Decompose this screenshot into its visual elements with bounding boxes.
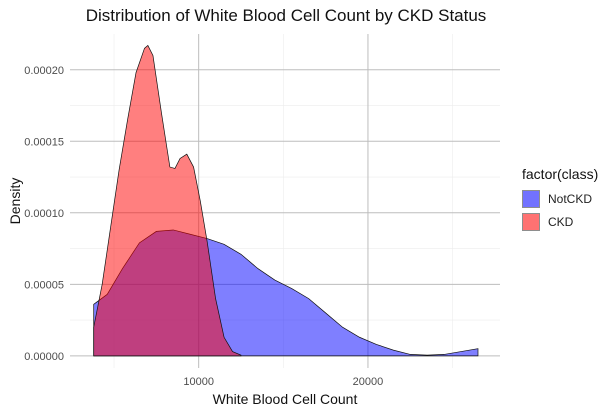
y-tick-label: 0.00020 xyxy=(24,65,64,77)
density-areas xyxy=(93,44,479,357)
legend-item-notckd: NotCKD xyxy=(522,188,612,210)
legend-item-ckd: CKD xyxy=(522,211,612,233)
density-area-ckd xyxy=(93,44,242,357)
tick-labels: 0.00000 0.00005 0.00010 0.00015 0.00020 10000… xyxy=(24,65,383,388)
y-tick-label: 0.00000 xyxy=(24,351,64,363)
legend-swatch-notckd xyxy=(522,190,540,208)
y-tick-label: 0.00005 xyxy=(24,279,64,291)
chart-title: Distribution of White Blood Cell Count b… xyxy=(85,6,487,25)
x-tick-label: 20000 xyxy=(353,376,384,388)
x-tick-label: 10000 xyxy=(183,376,214,388)
legend-label-ckd: CKD xyxy=(548,215,574,229)
legend-title: factor(class) xyxy=(522,166,599,182)
y-tick-label: 0.00015 xyxy=(24,136,64,148)
legend-label-notckd: NotCKD xyxy=(548,192,593,206)
y-tick-label: 0.00010 xyxy=(24,208,64,220)
legend: factor(class) NotCKD CKD xyxy=(522,166,612,234)
legend-swatch-ckd xyxy=(522,213,540,231)
x-axis-label: White Blood Cell Count xyxy=(213,391,358,407)
y-axis-label: Density xyxy=(7,178,23,225)
